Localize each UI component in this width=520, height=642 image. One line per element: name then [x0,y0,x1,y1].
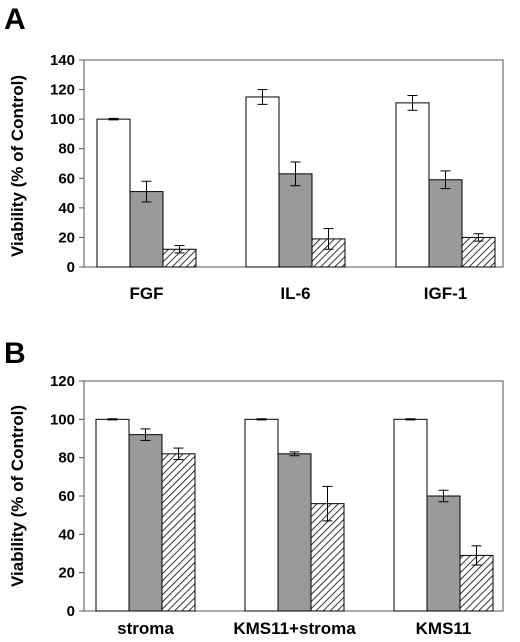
panel-b-ylabel: Viability (% of Control) [8,405,27,587]
panel-a-marks: 0 20 40 60 80 100 120 140 FGF IL-6 IGF-1 [50,52,496,303]
panel-a-category-label: FGF [130,284,164,303]
panel-a-ylabel: Viability (% of Control) [8,75,27,257]
panel-b-ytick-label: 0 [67,603,75,620]
panel-b-bar-white-1 [244,418,279,612]
panel-a-ytick-label: 80 [58,141,75,158]
panel-b-bar-hatched-1 [310,503,345,612]
panel-b-marks: 0 20 40 60 80 100 120 stroma KMS11+stroma KMS11 [50,373,494,638]
panel-b-category-label: stroma [117,619,174,638]
panel-a-bar-white-0 [96,118,131,268]
panel-a-bar-gray-0 [129,191,164,268]
panel-a-bar-white-1 [245,96,280,268]
panel-a-category-label: IGF-1 [424,284,467,303]
panel-b-ytick-label: 40 [58,526,75,543]
panel-a-ytick-label: 140 [50,52,75,69]
panel-b-category-label: KMS11+stroma [233,619,356,638]
panel-b-bar-white-2 [393,418,428,612]
panel-b-bar-gray-2 [426,495,461,612]
panel-b-bar-gray-1 [277,453,312,612]
panel-b-ytick-label: 100 [50,411,75,428]
panel-a-bar-white-2 [395,102,430,268]
panel-b-bar-hatched-0 [161,453,196,612]
panel-b-category-label: KMS11 [416,619,472,638]
panel-b-ytick-label: 20 [58,565,75,582]
panel-a-ytick-label: 20 [58,229,75,246]
panel-b-bar-gray-0 [128,434,163,612]
panel-a-bar-gray-2 [428,179,463,268]
panel-a-ytick-label: 0 [67,259,75,276]
panel-a-ytick-label: 40 [58,200,75,217]
panel-a: A Viability (% of Control) 0 20 40 60 80 100 1… [4,3,504,303]
panel-b-bar-white-0 [95,418,130,612]
panel-a-ytick-label: 60 [58,170,75,187]
panel-a-ytick-label: 100 [50,111,75,128]
panel-b: B Viability (% of Control) 0 20 40 60 80 100 1… [4,337,504,638]
panel-b-ytick-label: 60 [58,488,75,505]
panel-a-letter: A [4,3,26,36]
panel-a-category-label: IL-6 [280,284,310,303]
panel-b-ytick-label: 120 [50,373,75,390]
panel-b-ytick-label: 80 [58,450,75,467]
panel-a-bar-hatched-2 [461,236,496,268]
panel-b-letter: B [4,337,26,370]
panel-a-ytick-label: 120 [50,82,75,99]
panel-a-bar-gray-1 [278,173,313,268]
